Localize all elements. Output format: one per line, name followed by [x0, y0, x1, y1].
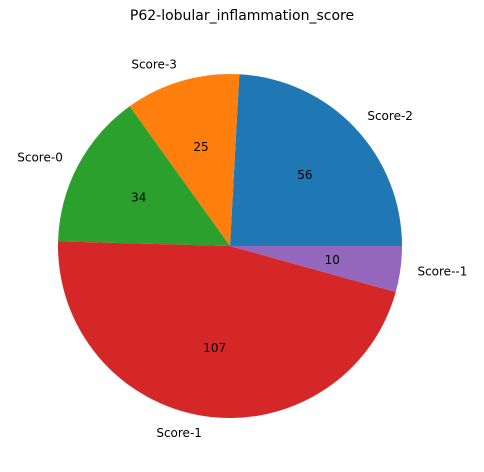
slice-value-label: 56: [297, 168, 312, 182]
slice-category-label: Score--1: [417, 265, 467, 279]
pie-slice-score-3: [129, 74, 240, 246]
slice-category-label: Score-3: [131, 57, 177, 71]
pie-slice-score-1: [58, 241, 396, 418]
slice-value-label: 107: [203, 341, 226, 355]
slice-category-label: Score-2: [367, 109, 413, 123]
pie-slice-score-2: [230, 74, 402, 246]
slice-value-label: 25: [193, 140, 208, 154]
slice-category-label: Score-0: [17, 150, 63, 164]
pie-slice-score-0: [58, 106, 230, 246]
slice-category-label: Score-1: [156, 426, 202, 440]
pie-slice-score-1: [230, 246, 402, 293]
slice-value-label: 34: [131, 191, 146, 205]
chart-title: P62-lobular_inflammation_score: [129, 8, 355, 24]
slice-value-label: 10: [325, 253, 340, 267]
